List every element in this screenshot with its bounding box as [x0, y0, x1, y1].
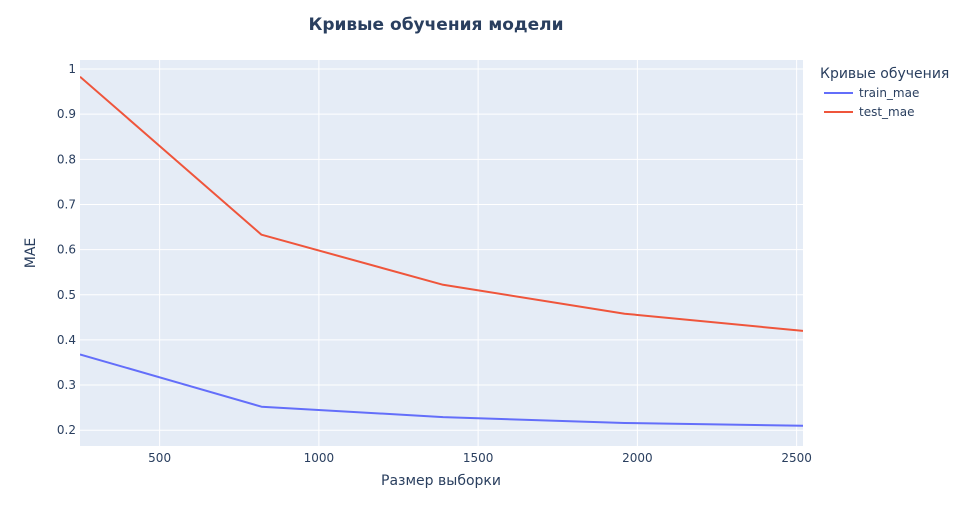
- chart-title: Кривые обучения модели: [308, 15, 563, 35]
- x-tick-label: 2000: [622, 451, 653, 465]
- legend-label-test_mae[interactable]: test_mae: [859, 105, 914, 119]
- legend-title: Кривые обучения: [820, 66, 949, 82]
- legend-items: train_mae test_mae: [824, 86, 919, 119]
- x-tick-label: 1500: [463, 451, 494, 465]
- x-axis-ticks: 500 1000 1500 2000 2500: [148, 451, 812, 465]
- y-tick-label: 0.6: [57, 243, 76, 257]
- y-tick-label: 0.3: [57, 378, 76, 392]
- y-tick-label: 0.2: [57, 423, 76, 437]
- y-axis-label: MAE: [23, 238, 39, 269]
- y-tick-label: 0.5: [57, 288, 76, 302]
- y-tick-label: 0.9: [57, 107, 76, 121]
- x-tick-label: 1000: [304, 451, 335, 465]
- y-tick-label: 0.4: [57, 333, 76, 347]
- x-tick-label: 2500: [781, 451, 812, 465]
- grid-lines: [80, 60, 803, 446]
- series-line-test_mae[interactable]: [80, 75, 803, 332]
- y-tick-label: 0.7: [57, 197, 76, 211]
- x-tick-label: 500: [148, 451, 171, 465]
- legend-label-train_mae[interactable]: train_mae: [859, 86, 919, 100]
- x-axis-label: Размер выборки: [381, 473, 501, 489]
- y-axis-ticks: 0.2 0.3 0.4 0.5 0.6 0.7 0.8 0.9 1: [57, 62, 76, 437]
- y-tick-label: 1: [68, 62, 76, 76]
- series-lines: [80, 75, 803, 427]
- legend: Кривые обучения train_mae test_mae: [820, 66, 949, 119]
- plot-area[interactable]: [80, 60, 803, 446]
- series-line-train_mae[interactable]: [80, 353, 803, 427]
- y-tick-label: 0.8: [57, 152, 76, 166]
